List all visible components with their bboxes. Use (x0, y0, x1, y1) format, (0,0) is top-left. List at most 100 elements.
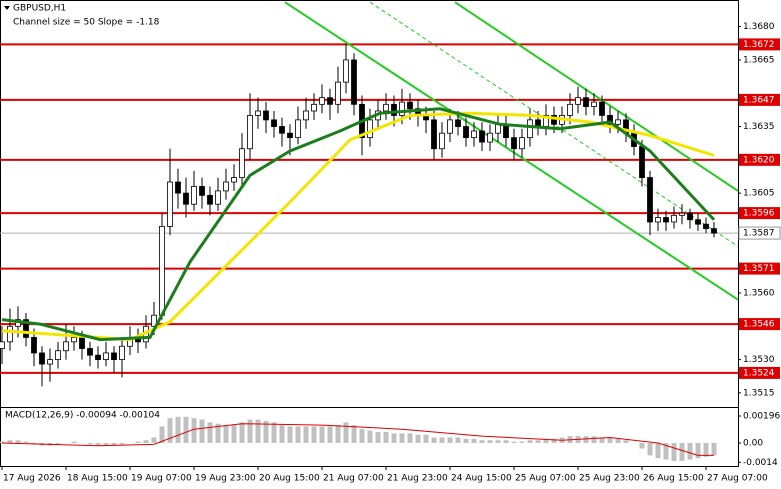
candle-body (695, 219, 701, 225)
macd-bar (439, 437, 445, 443)
candle-body (455, 119, 461, 127)
candle-body (327, 97, 333, 105)
level-tag (739, 262, 780, 275)
macd-bar (647, 442, 653, 456)
candle-body (679, 212, 685, 216)
last-price-label: 1.3587 (743, 229, 775, 239)
y-tick-label: 1.3680 (743, 22, 775, 32)
candle-body (239, 148, 245, 178)
macd-bar (487, 440, 493, 443)
macd-bar (639, 442, 645, 449)
macd-bar (287, 426, 293, 443)
y-tick-label: 1.3560 (743, 289, 775, 299)
channel-line (454, 1, 739, 192)
macd-bar (183, 416, 189, 443)
candle-body (207, 194, 213, 205)
candle-body (319, 97, 325, 105)
moving-average (1, 107, 716, 342)
macd-bar (415, 434, 421, 443)
candle-body (311, 103, 317, 112)
candle-body (55, 350, 61, 361)
macd-bar (591, 436, 597, 443)
macd-y-tick-label: -0.0014 (743, 458, 778, 468)
macd-bar (15, 440, 21, 443)
x-tick-label: 18 Aug 15:00 (67, 474, 128, 484)
candle-body (159, 226, 165, 316)
macd-bar (263, 420, 269, 443)
macd-signal (1, 423, 714, 456)
x-tick-label: 26 Aug 15:00 (643, 474, 704, 484)
macd-bar (87, 442, 93, 445)
candle-body (687, 212, 693, 221)
level-label: 1.3546 (743, 320, 775, 330)
macd-bar (495, 440, 501, 443)
x-tick-label: 20 Aug 15:00 (259, 474, 320, 484)
candle-body (391, 103, 397, 116)
macd-bar (511, 441, 517, 443)
macd-bar (271, 422, 277, 443)
macd-bar (199, 419, 205, 443)
candle-body (511, 137, 517, 150)
y-tick-label: 1.3530 (743, 355, 775, 365)
macd-bar (359, 429, 365, 443)
y-tick-label: 1.3605 (743, 189, 775, 199)
y-tick-label: 1.3665 (743, 55, 775, 65)
macd-bar (519, 441, 525, 443)
level-label: 1.3620 (743, 155, 775, 165)
macd-label: MACD(12,26,9) -0.00094 -0.00104 (5, 411, 160, 421)
macd-bar (599, 437, 605, 443)
y-tick-label: 1.3635 (743, 122, 775, 132)
x-tick-label: 21 Aug 23:00 (387, 474, 448, 484)
last-price-tag (738, 226, 781, 240)
x-tick-label: 27 Aug 07:00 (707, 474, 768, 484)
x-tick-label: 24 Aug 15:00 (451, 474, 512, 484)
candle-body (575, 97, 581, 105)
candle-body (479, 130, 485, 143)
macd-bar (159, 426, 165, 443)
candle-body (119, 345, 125, 361)
macd-y-tick-label: 0.00 (743, 438, 763, 448)
candle-body (295, 119, 301, 139)
macd-bar (103, 442, 109, 446)
candle-body (663, 217, 669, 223)
candle-body (471, 130, 477, 139)
macd-bar (7, 440, 13, 443)
macd-bar (687, 442, 693, 460)
macd-bar (695, 442, 701, 459)
candle-body (655, 217, 661, 223)
level-tag (739, 153, 780, 166)
macd-bar (423, 434, 429, 443)
macd-bar (255, 419, 261, 443)
macd-bar (383, 431, 389, 443)
candle-body (615, 119, 621, 125)
candle-body (87, 348, 93, 356)
candle-body (303, 110, 309, 121)
candle-body (151, 314, 157, 327)
macd-bar (151, 437, 157, 443)
level-label: 1.3524 (743, 368, 775, 378)
macd-bar (239, 422, 245, 443)
x-tick-label: 21 Aug 07:00 (323, 474, 384, 484)
macd-bar (375, 431, 381, 443)
macd-bar (583, 436, 589, 443)
candle-body (39, 352, 45, 365)
macd-bar (463, 438, 469, 443)
macd-bar (135, 441, 141, 443)
candle-body (383, 103, 389, 112)
macd-bar (279, 425, 285, 443)
macd-bar (655, 442, 661, 459)
candle-body (591, 101, 597, 107)
candle-body (607, 115, 613, 125)
candle-body (223, 181, 229, 192)
candle-body (639, 146, 645, 178)
macd-bar (551, 438, 557, 443)
macd-bar (143, 440, 149, 443)
macd-bar (623, 440, 629, 443)
macd-bar (167, 418, 173, 443)
macd-bar (223, 425, 229, 443)
macd-bar (215, 423, 221, 443)
candle-body (0, 341, 5, 349)
macd-bar (535, 440, 541, 443)
x-tick-label: 25 Aug 23:00 (579, 474, 640, 484)
